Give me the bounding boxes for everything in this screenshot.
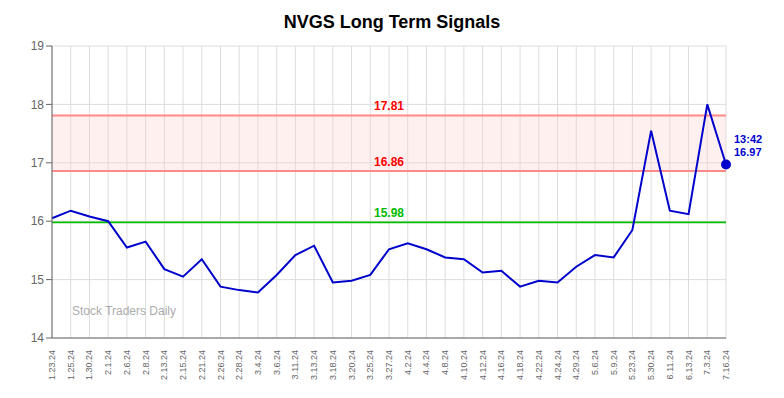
svg-text:2.21.24: 2.21.24 xyxy=(197,350,207,380)
svg-text:3.27.24: 3.27.24 xyxy=(384,350,394,380)
svg-text:5.9.24: 5.9.24 xyxy=(609,350,619,375)
svg-text:2.13.24: 2.13.24 xyxy=(159,350,169,380)
svg-text:2.6.24: 2.6.24 xyxy=(122,350,132,375)
svg-text:4.22.24: 4.22.24 xyxy=(534,350,544,380)
svg-text:4.2.24: 4.2.24 xyxy=(403,350,413,375)
svg-text:1.25.24: 1.25.24 xyxy=(66,350,76,380)
svg-text:4.29.24: 4.29.24 xyxy=(571,350,581,380)
svg-text:2.15.24: 2.15.24 xyxy=(178,350,188,380)
svg-text:4.10.24: 4.10.24 xyxy=(459,350,469,380)
svg-text:19: 19 xyxy=(31,39,45,53)
svg-text:6.13.24: 6.13.24 xyxy=(684,350,694,380)
svg-text:4.8.24: 4.8.24 xyxy=(440,350,450,375)
svg-text:5.23.24: 5.23.24 xyxy=(627,350,637,380)
svg-text:2.26.24: 2.26.24 xyxy=(216,350,226,380)
svg-text:13:4216.97: 13:4216.97 xyxy=(734,133,762,158)
svg-text:16.86: 16.86 xyxy=(374,155,404,169)
svg-text:2.1.24: 2.1.24 xyxy=(103,350,113,375)
svg-text:3.11.24: 3.11.24 xyxy=(290,350,300,379)
svg-text:7.16.24: 7.16.24 xyxy=(721,350,731,380)
svg-text:3.18.24: 3.18.24 xyxy=(328,350,338,380)
svg-text:4.12.24: 4.12.24 xyxy=(478,350,488,380)
svg-text:16: 16 xyxy=(31,214,45,228)
svg-text:6.11.24: 6.11.24 xyxy=(665,350,675,379)
svg-text:1.23.24: 1.23.24 xyxy=(47,350,57,380)
svg-text:3.6.24: 3.6.24 xyxy=(272,350,282,375)
svg-text:3.4.24: 3.4.24 xyxy=(253,350,263,375)
svg-text:7.3.24: 7.3.24 xyxy=(702,350,712,375)
svg-text:2.8.24: 2.8.24 xyxy=(141,350,151,375)
svg-text:18: 18 xyxy=(31,98,45,112)
svg-text:4.18.24: 4.18.24 xyxy=(515,350,525,380)
html-text:Stock Traders Daily: Stock Traders Daily xyxy=(72,304,176,318)
svg-text:4.4.24: 4.4.24 xyxy=(421,350,431,375)
svg-text:3.13.24: 3.13.24 xyxy=(309,350,319,380)
svg-text:5.30.24: 5.30.24 xyxy=(646,350,656,380)
svg-text:17: 17 xyxy=(31,156,45,170)
svg-text:5.6.24: 5.6.24 xyxy=(590,350,600,375)
svg-text:1.30.24: 1.30.24 xyxy=(84,350,94,380)
svg-text:15.98: 15.98 xyxy=(374,206,404,220)
svg-text:4.16.24: 4.16.24 xyxy=(496,350,506,380)
html-text:NVGS Long Term Signals: NVGS Long Term Signals xyxy=(283,12,501,32)
svg-text:14: 14 xyxy=(31,331,45,345)
svg-text:17.81: 17.81 xyxy=(374,99,404,113)
svg-text:3.25.24: 3.25.24 xyxy=(365,350,375,380)
svg-text:4.24.24: 4.24.24 xyxy=(553,350,563,380)
svg-text:2.28.24: 2.28.24 xyxy=(234,350,244,380)
svg-text:15: 15 xyxy=(31,273,45,287)
svg-text:3.20.24: 3.20.24 xyxy=(347,350,357,380)
